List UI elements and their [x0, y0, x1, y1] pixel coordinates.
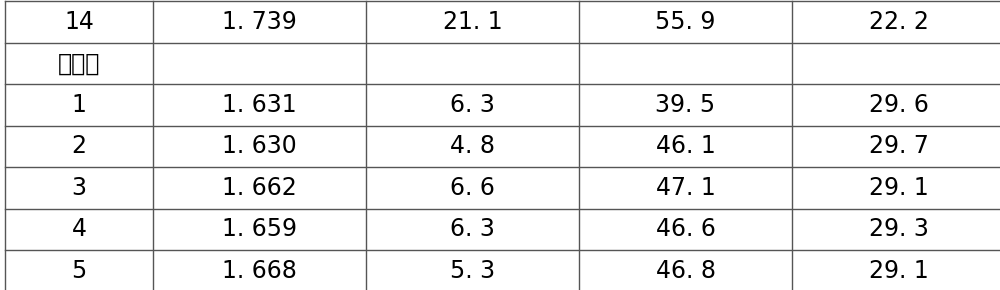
Text: 1. 631: 1. 631	[222, 93, 297, 117]
Text: 29. 7: 29. 7	[869, 134, 928, 158]
Text: 22. 2: 22. 2	[869, 10, 928, 34]
Text: 46. 8: 46. 8	[656, 259, 716, 283]
Text: 14: 14	[64, 10, 94, 34]
Text: 1. 662: 1. 662	[222, 176, 297, 200]
Text: 对比例: 对比例	[58, 52, 100, 76]
Text: 29. 1: 29. 1	[869, 259, 928, 283]
Text: 29. 6: 29. 6	[869, 93, 928, 117]
Text: 47. 1: 47. 1	[656, 176, 715, 200]
Text: 55. 9: 55. 9	[655, 10, 716, 34]
Text: 21. 1: 21. 1	[443, 10, 502, 34]
Text: 4. 8: 4. 8	[450, 134, 495, 158]
Text: 29. 3: 29. 3	[869, 217, 928, 241]
Text: 6. 6: 6. 6	[450, 176, 495, 200]
Text: 46. 6: 46. 6	[656, 217, 715, 241]
Text: 1. 668: 1. 668	[222, 259, 297, 283]
Text: 5. 3: 5. 3	[450, 259, 495, 283]
Text: 3: 3	[72, 176, 87, 200]
Text: 4: 4	[72, 217, 87, 241]
Text: 29. 1: 29. 1	[869, 176, 928, 200]
Text: 1: 1	[72, 93, 86, 117]
Text: 5: 5	[71, 259, 87, 283]
Text: 1. 739: 1. 739	[222, 10, 297, 34]
Text: 2: 2	[72, 134, 87, 158]
Text: 1. 659: 1. 659	[222, 217, 297, 241]
Text: 6. 3: 6. 3	[450, 217, 495, 241]
Text: 46. 1: 46. 1	[656, 134, 715, 158]
Text: 6. 3: 6. 3	[450, 93, 495, 117]
Text: 1. 630: 1. 630	[222, 134, 297, 158]
Text: 39. 5: 39. 5	[655, 93, 716, 117]
